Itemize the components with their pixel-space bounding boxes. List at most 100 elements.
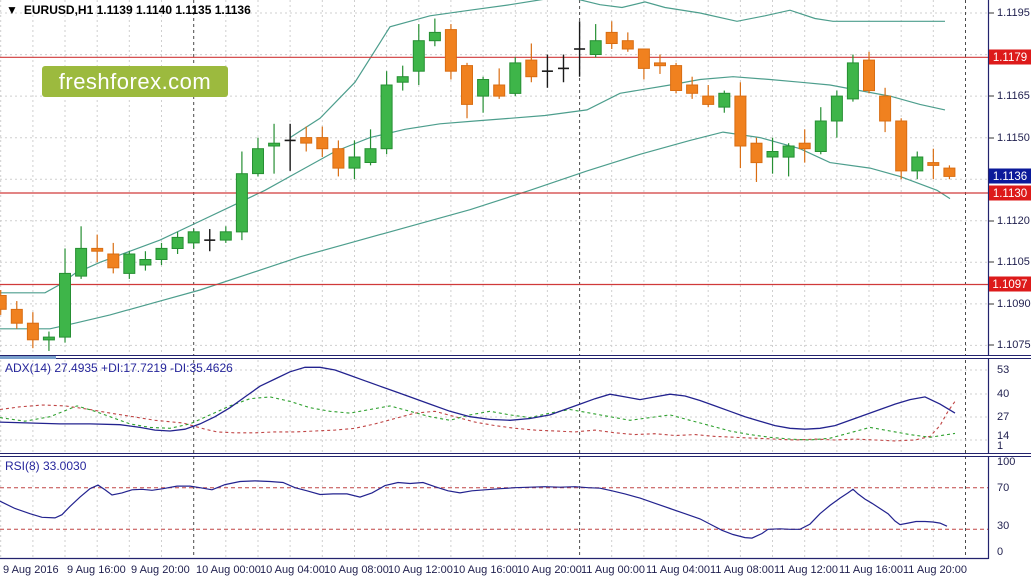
bear-candle [493, 68, 506, 99]
bull-candle [782, 143, 795, 177]
price-axis-label: 1.1120 [997, 214, 1030, 227]
doji-candle [558, 54, 569, 83]
rsi-indicator-label: RSI(8) 33.0030 [5, 459, 87, 473]
doji-candle [574, 21, 586, 77]
bear-candle [750, 137, 763, 182]
bull-candle [348, 140, 361, 180]
adx-line [0, 366, 956, 432]
bear-candle [605, 21, 618, 50]
bull-candle [846, 54, 859, 102]
bull-candle [396, 65, 409, 91]
bull-candle [75, 226, 88, 279]
time-axis-label: 10 Aug 00:00 [196, 563, 261, 576]
bear-candle [734, 82, 747, 169]
minus-di-line [0, 401, 956, 442]
bear-candle [895, 118, 908, 180]
quote-text: EURUSD,H1 1.1139 1.1140 1.1135 1.1136 [23, 3, 251, 17]
bear-candle [300, 126, 313, 152]
time-axis-label: 11 Aug 12:00 [774, 563, 839, 576]
bear-candle [879, 87, 892, 133]
bear-candle [525, 43, 538, 83]
bull-candle [830, 90, 843, 138]
bear-candle [637, 48, 650, 80]
rsi-axis-label: 70 [997, 481, 1010, 494]
bull-candle [187, 229, 200, 249]
time-axis-label: 11 Aug 08:00 [710, 563, 775, 576]
bear-candle [798, 129, 811, 163]
bull-candle [235, 151, 248, 241]
bull-candle [412, 24, 425, 86]
price-badge-red: 1.1179 [989, 49, 1031, 65]
symbol-quote-header: ▼ EURUSD,H1 1.1139 1.1140 1.1135 1.1136 [6, 3, 251, 17]
band-middle-line [0, 76, 946, 294]
bull-candle [155, 242, 168, 266]
doji-candle [204, 229, 216, 252]
price-axis-label: 1.1090 [997, 297, 1031, 310]
price-badge-blue: 1.1136 [989, 168, 1031, 184]
adx-axis-label: 53 [997, 363, 1010, 376]
time-axis-label: 10 Aug 12:00 [388, 563, 453, 576]
rsi-axis-label: 30 [997, 519, 1010, 532]
panel-separator-rsi[interactable] [0, 453, 1031, 457]
adx-axis-label: 40 [997, 387, 1010, 400]
price-axis-label: 1.1105 [997, 255, 1030, 268]
rsi-line [0, 480, 948, 539]
price-badge-red: 1.1097 [989, 276, 1031, 292]
time-axis-label: 11 Aug 20:00 [903, 563, 968, 576]
bear-candle [461, 62, 473, 119]
bull-candle [364, 129, 377, 166]
bear-candle [670, 62, 683, 94]
bear-candle [10, 301, 23, 329]
bear-candle [0, 290, 7, 315]
time-axis-label: 9 Aug 2016 [3, 563, 59, 576]
svg-text:1.1179: 1.1179 [993, 52, 1027, 64]
adx-indicator-label: ADX(14) 27.4935 +DI:17.7219 -DI:35.4626 [5, 361, 233, 375]
svg-text:1.1130: 1.1130 [993, 188, 1027, 200]
price-axis-label: 1.1075 [997, 338, 1031, 351]
band-lower-line [0, 131, 951, 330]
doji-candle [284, 123, 296, 171]
bear-candle [863, 51, 875, 94]
adx-axis-label: 1 [997, 439, 1004, 452]
time-axis-label: 9 Aug 16:00 [67, 563, 126, 576]
bear-candle [316, 126, 329, 158]
price-axis-label: 1.1165 [997, 89, 1030, 102]
time-axis-label: 10 Aug 04:00 [260, 563, 325, 576]
bull-candle [59, 248, 71, 343]
price-badge-red: 1.1130 [989, 185, 1031, 201]
bear-candle [654, 54, 666, 74]
bull-candle [911, 151, 924, 180]
bull-candle [814, 107, 827, 155]
bull-candle [219, 226, 232, 243]
bear-candle [332, 140, 345, 177]
svg-text:1.1136: 1.1136 [993, 171, 1027, 183]
panel-separator-grip[interactable] [0, 355, 56, 359]
bull-candle [252, 137, 264, 177]
bull-candle [123, 251, 136, 279]
price-axis-label: 1.1150 [997, 131, 1030, 144]
time-axis-label: 11 Aug 00:00 [581, 563, 646, 576]
bull-candle [718, 90, 731, 113]
bear-candle [702, 85, 715, 108]
bear-candle [444, 24, 457, 80]
time-axis-label: 10 Aug 16:00 [453, 563, 518, 576]
bull-candle [171, 231, 184, 254]
time-axis-label: 10 Aug 08:00 [324, 563, 389, 576]
time-axis-label: 11 Aug 04:00 [646, 563, 711, 576]
time-axis-label: 10 Aug 20:00 [517, 563, 582, 576]
bear-candle [107, 242, 120, 274]
bull-candle [268, 123, 281, 174]
price-axis-label: 1.1195 [997, 6, 1030, 19]
band-upper-line [289, 0, 945, 139]
bear-candle [621, 32, 634, 52]
panel-separator-adx[interactable] [0, 355, 1031, 359]
bull-candle [380, 71, 393, 155]
bull-candle [139, 251, 152, 271]
bull-candle [766, 137, 779, 174]
time-axis-label: 9 Aug 20:00 [131, 563, 190, 576]
bear-candle [91, 234, 104, 263]
rsi-axis-label: 0 [997, 545, 1004, 558]
bear-candle [26, 312, 39, 349]
